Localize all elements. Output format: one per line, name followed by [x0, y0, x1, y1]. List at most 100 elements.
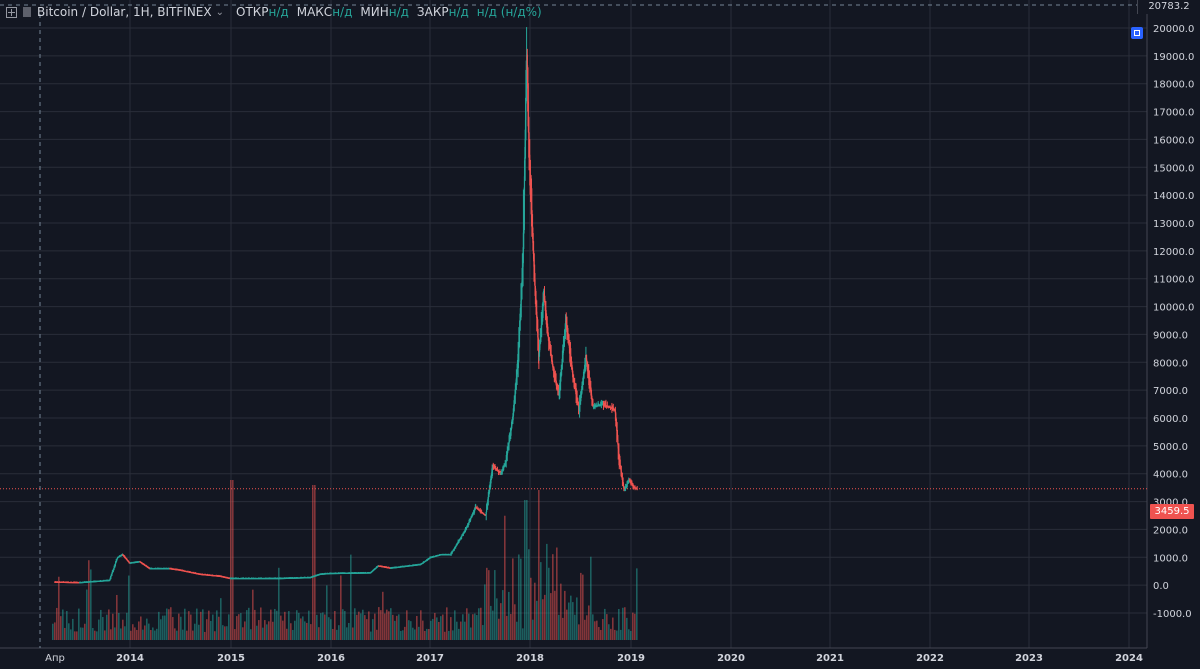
chevron-down-icon[interactable]: ⌄: [215, 6, 224, 18]
volume-bar: [58, 576, 60, 640]
candle-body: [503, 466, 505, 468]
volume-bar: [534, 582, 536, 640]
volume-bar: [142, 629, 144, 640]
volume-bar: [136, 629, 138, 640]
volume-bar: [590, 556, 592, 640]
volume-bar: [446, 607, 448, 640]
volume-bar: [588, 605, 590, 640]
volume-bar: [172, 617, 174, 640]
volume-bar: [66, 611, 68, 640]
candle-body: [115, 562, 117, 564]
volume-bar: [544, 594, 546, 640]
chart-type-icon[interactable]: [6, 6, 17, 18]
candle-body: [502, 469, 504, 471]
volume-bar: [546, 543, 548, 640]
volume-bar: [434, 612, 436, 640]
x-tick-label: 2021: [816, 653, 844, 664]
volume-bar: [294, 620, 296, 640]
volume-bar: [406, 610, 408, 640]
volume-bar: [472, 614, 474, 640]
volume-bar: [180, 616, 182, 640]
volume-bar: [596, 620, 598, 640]
candle-body: [623, 486, 625, 489]
volume-bar: [162, 615, 164, 640]
volume-bar: [262, 627, 264, 640]
volume-bar: [424, 630, 426, 640]
volume-bar: [418, 626, 420, 640]
candle-body: [590, 393, 593, 397]
symbol-icon: [23, 7, 31, 17]
volume-bar: [554, 590, 556, 640]
volume-bar: [520, 558, 522, 640]
volume-bar: [82, 627, 84, 640]
candle-body: [484, 515, 487, 517]
volume-bar: [196, 608, 198, 640]
volume-bar: [340, 575, 342, 640]
volume-bar: [56, 607, 58, 640]
y-tick-label: 10000.0: [1153, 303, 1194, 314]
high-value: н/д: [332, 5, 353, 19]
volume-bar: [90, 569, 92, 640]
symbol-title[interactable]: Bitcoin / Dollar, 1H, BITFINEX: [37, 5, 212, 19]
low-value: н/д: [388, 5, 409, 19]
volume-bar: [538, 490, 540, 640]
volume-bar: [368, 611, 370, 640]
volume-bar: [236, 616, 238, 640]
volume-bar: [260, 607, 262, 640]
volume-bar: [498, 618, 500, 640]
candle-body: [548, 342, 551, 345]
candle-body: [511, 421, 513, 425]
volume-bar: [250, 629, 252, 640]
candle-body: [508, 441, 510, 445]
candle-body: [566, 325, 568, 329]
y-tick-label: 4000.0: [1153, 470, 1188, 481]
volume-bar: [92, 627, 94, 640]
volume-bar: [512, 558, 514, 640]
volume-bar: [296, 610, 298, 640]
volume-bar: [64, 627, 66, 640]
candle-body: [505, 457, 508, 460]
candle-body: [455, 544, 457, 546]
candle-body: [615, 413, 617, 418]
volume-bar: [352, 627, 354, 640]
volume-bar: [452, 630, 454, 640]
candle-body: [461, 536, 463, 538]
close-label: ЗАКР: [416, 5, 449, 19]
candle-body: [523, 176, 526, 196]
x-tick-label: 2022: [916, 653, 944, 664]
x-tick-label: 2023: [1015, 653, 1043, 664]
volume-bar: [560, 583, 562, 640]
volume-bar: [634, 613, 636, 640]
volume-bar: [190, 614, 192, 640]
candle-body: [507, 446, 509, 449]
volume-bar: [286, 628, 288, 640]
candle-body: [627, 482, 629, 484]
volume-bar: [616, 630, 618, 640]
candle-body: [487, 496, 489, 500]
volume-bar: [612, 617, 614, 640]
volume-bar: [502, 590, 504, 640]
candle-body: [564, 332, 566, 337]
volume-bar: [128, 575, 130, 640]
volume-bar: [164, 615, 166, 640]
volume-bar: [350, 554, 352, 640]
candle-body: [461, 535, 463, 537]
volume-bar: [614, 629, 616, 640]
volume-bar: [176, 630, 178, 640]
volume-bar: [380, 610, 382, 640]
volume-bar: [630, 630, 632, 640]
volume-bar: [628, 629, 630, 640]
change-value: н/д (н/д%): [476, 5, 542, 19]
volume-bar: [464, 621, 466, 640]
volume-bar: [366, 619, 368, 640]
volume-bar: [566, 609, 568, 640]
volume-bar: [178, 613, 180, 640]
volume-bar: [288, 611, 290, 640]
chart-context-icon[interactable]: [1131, 27, 1143, 39]
volume-bar: [374, 613, 376, 640]
volume-bar: [246, 610, 248, 640]
volume-bar: [220, 598, 222, 640]
volume-bar: [270, 609, 272, 640]
volume-bar: [526, 500, 528, 640]
